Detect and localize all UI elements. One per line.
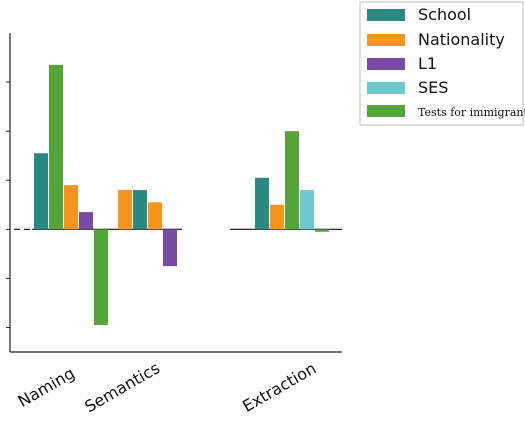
legend-item-tests-for-immigrants-label: Tests for immigrants bbox=[418, 106, 525, 119]
legend-item-ses-label: SES bbox=[418, 78, 448, 97]
legend-item-nationality-label: Nationality bbox=[418, 30, 505, 49]
x-tick-label-extraction: Extraction bbox=[239, 359, 319, 416]
bar-semantics-l1 bbox=[163, 229, 177, 267]
y-axis bbox=[6, 33, 11, 352]
legend-item-l1-label: L1 bbox=[418, 54, 437, 73]
legend-item-school-label: School bbox=[418, 5, 471, 24]
legend: School Nationality L1 SES Tests for immigran… bbox=[359, 1, 525, 126]
legend-item-nationality-swatch bbox=[367, 34, 405, 46]
bar-extraction-nationality bbox=[270, 204, 284, 230]
bar-semantics-nationality-2 bbox=[148, 202, 162, 230]
legend-item-ses-swatch bbox=[367, 82, 405, 94]
bar-extraction-tests-for-immigrants bbox=[285, 131, 299, 230]
bar-naming-tests-for-immigrants bbox=[49, 64, 63, 230]
legend-item-tests-for-immigrants-swatch bbox=[367, 105, 405, 117]
legend-item-school-swatch bbox=[367, 9, 405, 21]
bar-naming-nationality bbox=[64, 185, 78, 230]
bar-extraction-school bbox=[255, 177, 269, 230]
bar-naming-l1 bbox=[79, 212, 93, 230]
bar-extraction-ses bbox=[300, 190, 314, 230]
bar-naming-tests-negative bbox=[94, 229, 108, 326]
x-tick-label-naming: Naming bbox=[15, 363, 78, 411]
x-axis: Naming Semantics Extraction bbox=[10, 351, 342, 416]
plot-area bbox=[14, 64, 342, 326]
bar-semantics-school bbox=[133, 190, 147, 230]
legend-item-l1-swatch bbox=[367, 58, 405, 70]
bar-extraction-tests-small bbox=[315, 229, 329, 232]
bar-semantics-nationality bbox=[118, 190, 132, 230]
bar-naming-school bbox=[34, 153, 48, 230]
x-tick-label-semantics: Semantics bbox=[81, 358, 163, 416]
